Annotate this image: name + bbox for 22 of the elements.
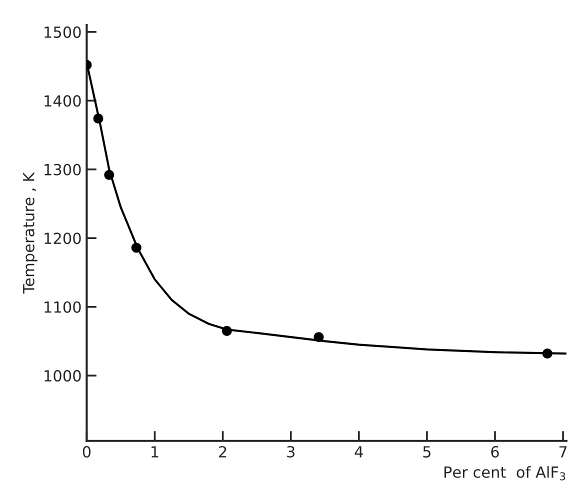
- x-tick-label: 6: [491, 446, 499, 458]
- point: [93, 113, 104, 124]
- x-tick-label: 5: [423, 446, 430, 458]
- y-tick-label: 1400: [44, 95, 81, 107]
- x-tick-label: 1: [152, 446, 158, 458]
- x-axis-title: Per cent of AlF$_{3}$: [444, 466, 566, 480]
- y-axis-title: Temperature , K: [23, 172, 38, 294]
- y-tick-label: 1100: [44, 301, 81, 313]
- y-tick-label: 1300: [44, 164, 81, 176]
- y-tick-label: 1000: [44, 370, 81, 382]
- point: [104, 170, 114, 180]
- x-tick-label: 2: [219, 446, 226, 458]
- y-tick-label: 1500: [44, 26, 81, 38]
- point: [131, 242, 142, 253]
- x-tick-label: 3: [287, 446, 294, 458]
- point: [542, 348, 552, 359]
- x-tick-label: 0: [82, 446, 91, 458]
- y-tick-label: 1200: [44, 232, 81, 244]
- x-tick-label: 7: [559, 446, 567, 458]
- x-tick-label: 4: [354, 446, 363, 458]
- point: [222, 326, 232, 336]
- point: [314, 332, 324, 342]
